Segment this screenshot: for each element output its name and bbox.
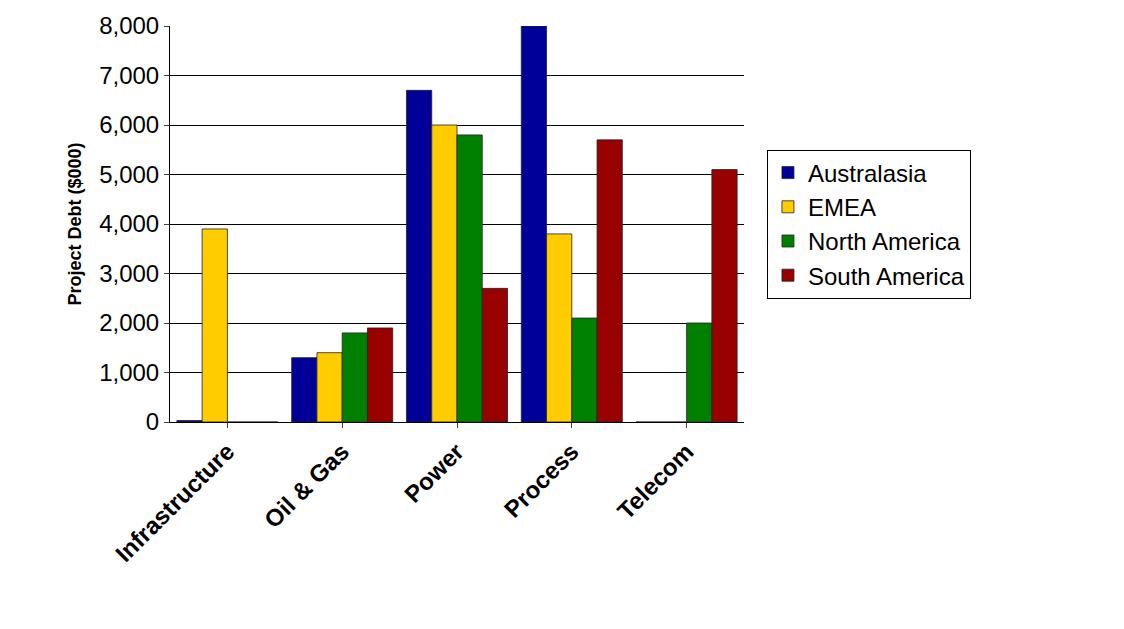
svg-text:Australasia: Australasia: [808, 160, 927, 187]
svg-text:Oil & Gas: Oil & Gas: [259, 438, 354, 533]
svg-text:Telecom: Telecom: [612, 438, 699, 525]
svg-text:North America: North America: [808, 228, 961, 255]
svg-text:South America: South America: [808, 263, 965, 290]
svg-text:6,000: 6,000: [99, 111, 159, 138]
svg-text:5,000: 5,000: [99, 161, 159, 188]
svg-text:4,000: 4,000: [99, 210, 159, 237]
svg-text:8,000: 8,000: [99, 12, 159, 39]
svg-text:Project Debt ($000): Project Debt ($000): [65, 142, 85, 305]
svg-text:Infrastructure: Infrastructure: [110, 438, 239, 567]
svg-text:7,000: 7,000: [99, 62, 159, 89]
svg-text:Process: Process: [499, 438, 584, 523]
svg-text:2,000: 2,000: [99, 309, 159, 336]
svg-text:0: 0: [146, 408, 159, 435]
svg-text:3,000: 3,000: [99, 260, 159, 287]
svg-text:EMEA: EMEA: [808, 194, 876, 221]
svg-text:Power: Power: [399, 438, 469, 508]
svg-text:1,000: 1,000: [99, 359, 159, 386]
